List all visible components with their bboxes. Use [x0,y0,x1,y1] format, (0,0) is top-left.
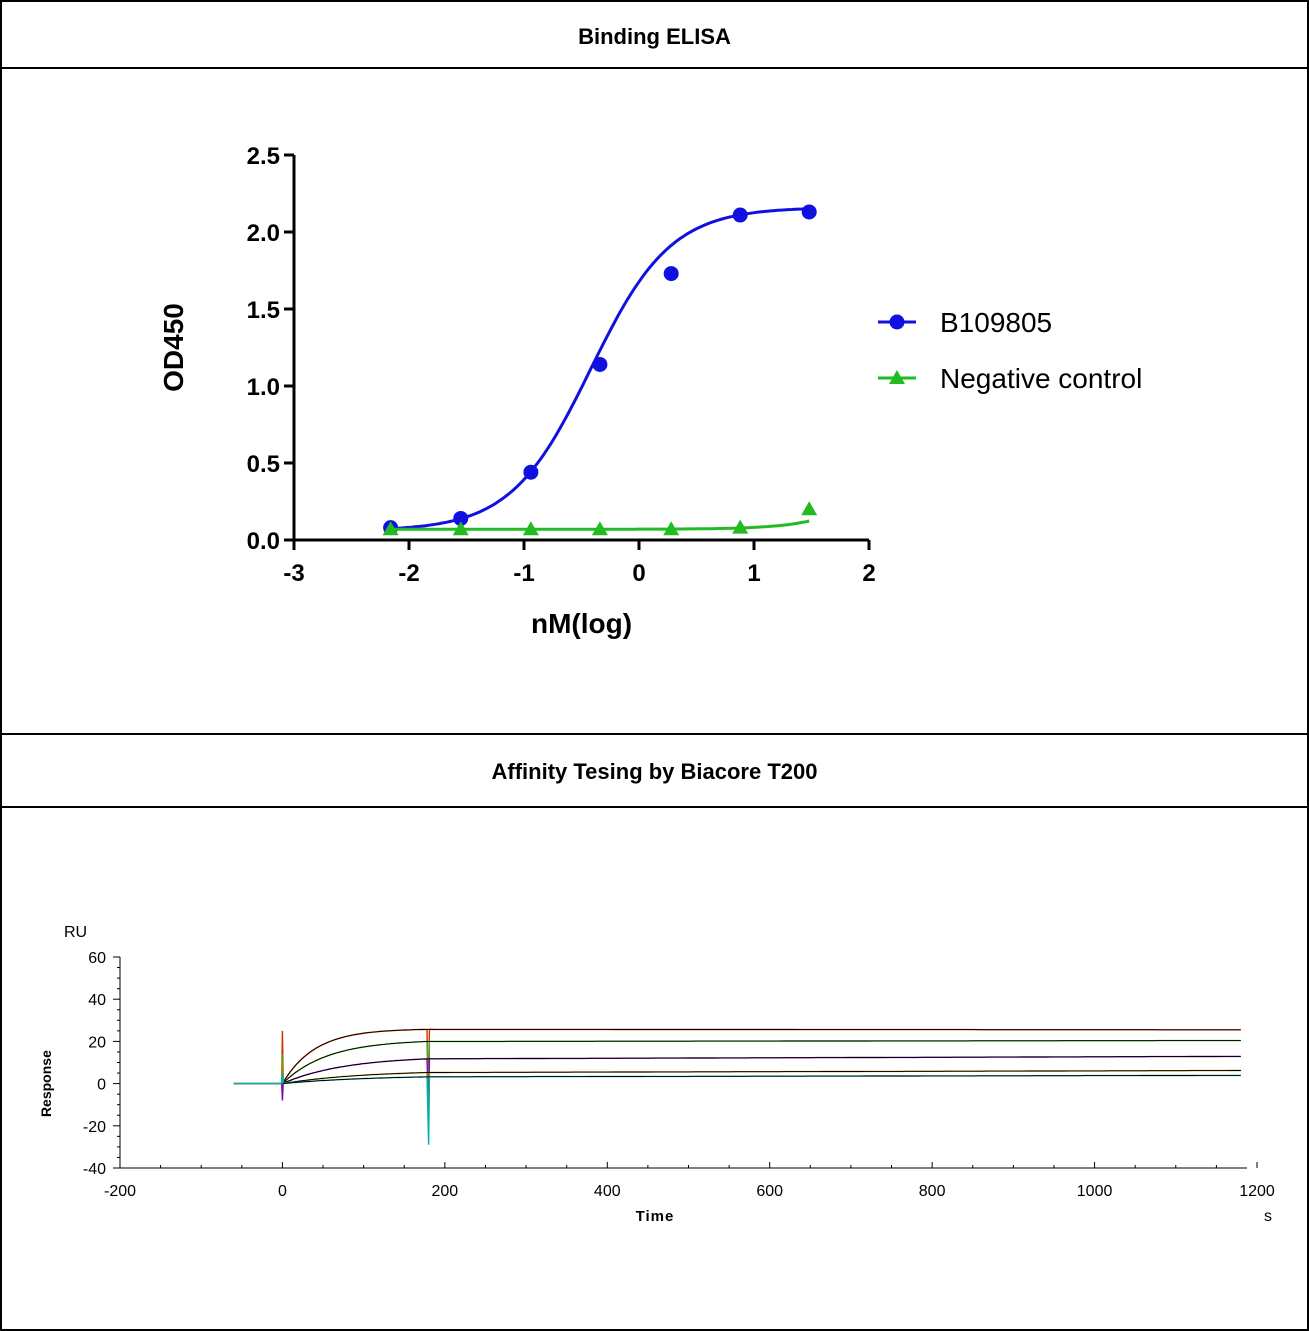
y-tick-label: 20 [88,1034,106,1051]
fit-curve [282,1028,1241,1084]
y-axis-label: Response [38,1050,54,1117]
data-point-b109805 [592,356,608,372]
x-tick-label: 1000 [1077,1183,1113,1200]
divider-1 [0,67,1309,69]
x-tick-label: 1 [747,560,760,587]
sensorgram-chart: -200 0 200 400 600 800 1000 1200-40-200204060RU… [38,924,1275,1225]
data-point-b109805 [523,464,539,480]
fit-curve [282,1074,1241,1085]
data-point-negative-control [732,519,749,534]
section-title-spr: Affinity Tesing by Biacore T200 [491,759,818,784]
data-point-negative-control [522,521,539,536]
y-tick-label: 60 [88,950,106,967]
x-tick-label: 0 [278,1183,287,1200]
x-axis-label: Time [636,1208,675,1225]
x-tick-label: -3 [283,560,304,587]
y-tick-label: -20 [83,1119,106,1136]
fit-curve [282,1040,1241,1084]
divider-3 [0,806,1309,808]
legend-marker-circle [889,314,905,330]
data-point-negative-control [591,521,608,536]
legend-label: B109805 [940,307,1052,338]
y-tick-label: 0.0 [247,528,280,555]
x-tick-label: 1200 [1239,1183,1275,1200]
x-tick-label: 400 [594,1183,621,1200]
legend-marker-triangle [889,370,905,384]
fit-curve [282,1070,1241,1085]
fit-curve [282,1055,1241,1085]
x-tick-label: 2 [862,560,875,587]
data-point-negative-control [382,521,399,536]
data-point-negative-control [663,521,680,536]
data-point-b109805 [801,204,817,220]
x-tick-label: 600 [756,1183,783,1200]
data-point-b109805 [732,207,748,223]
x-tick-label: 800 [919,1183,946,1200]
y-tick-label: 40 [88,992,106,1009]
legend-label: Negative control [940,363,1142,394]
y-tick-label: 2.5 [247,143,280,170]
x-tick-label: -200 [104,1183,136,1200]
y-tick-label: 0.5 [247,451,280,478]
y-tick-label: 1.0 [247,374,280,401]
data-point-negative-control [801,501,818,516]
x-tick-label: -1 [513,560,534,587]
y-unit-label: RU [64,924,87,941]
y-tick-label: 0 [97,1077,106,1094]
x-tick-label: -2 [398,560,419,587]
y-tick-label: 1.5 [247,297,280,324]
x-tick-label: 0 [632,560,645,587]
divider-2 [0,733,1309,735]
y-tick-label: -40 [83,1161,106,1178]
data-point-b109805 [453,510,469,526]
x-unit-label: s [1264,1208,1272,1225]
sensorgram-curve [233,1072,1241,1145]
x-tick-label: 200 [432,1183,459,1200]
sensorgram-curve [233,1055,1241,1118]
elisa-chart: -3 -2 -1 0 1 2 0.0 0.5 1.0 1.5 2.0 2.5 nM(log) OD450 B… [158,143,1142,639]
data-point-negative-control [452,521,469,536]
section-title-elisa: Binding ELISA [578,24,731,49]
x-axis-label: nM(log) [531,608,632,639]
data-point-b109805 [663,266,679,282]
y-tick-label: 2.0 [247,220,280,247]
y-axis-label: OD450 [158,303,189,392]
